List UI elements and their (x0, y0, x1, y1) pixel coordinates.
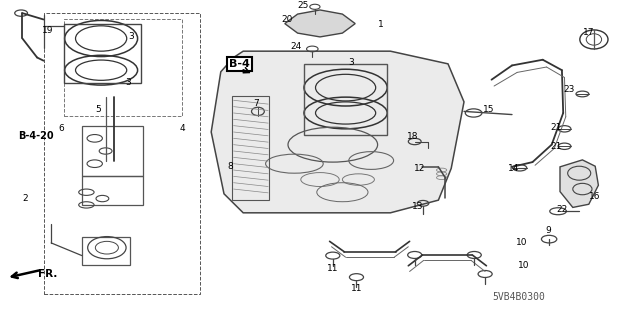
Text: 10: 10 (518, 261, 529, 270)
Text: 17: 17 (583, 28, 595, 37)
Text: 7: 7 (253, 99, 259, 108)
Text: 14: 14 (508, 164, 520, 173)
Text: 23: 23 (563, 85, 575, 94)
Text: 6: 6 (58, 124, 63, 133)
Text: 21: 21 (550, 123, 562, 132)
Text: 24: 24 (291, 42, 302, 51)
Polygon shape (285, 10, 355, 37)
Text: 8: 8 (228, 162, 233, 171)
Text: 11: 11 (351, 285, 362, 293)
Bar (82, 126, 143, 176)
Text: B-4-20: B-4-20 (18, 131, 54, 141)
Text: 5: 5 (95, 105, 100, 114)
Bar (232, 96, 269, 200)
Bar (82, 237, 130, 265)
Bar (64, 24, 141, 83)
Text: 21: 21 (550, 142, 562, 151)
Bar (44, 13, 200, 294)
Bar (64, 19, 182, 116)
Text: FR.: FR. (38, 269, 58, 279)
Text: 4: 4 (180, 124, 185, 133)
Text: 10: 10 (516, 238, 527, 248)
Text: 25: 25 (297, 1, 308, 10)
Text: 11: 11 (327, 264, 339, 273)
Text: 1: 1 (378, 20, 383, 29)
Polygon shape (211, 51, 464, 213)
Text: 5VB4B0300: 5VB4B0300 (493, 292, 546, 302)
Polygon shape (560, 160, 598, 207)
Text: 12: 12 (413, 164, 425, 173)
Bar (304, 64, 387, 135)
Text: 15: 15 (483, 105, 495, 114)
Text: 9: 9 (545, 226, 550, 235)
Text: 16: 16 (589, 192, 601, 202)
Text: 19: 19 (42, 26, 54, 35)
Text: 20: 20 (281, 15, 292, 24)
Text: 2: 2 (23, 194, 28, 203)
Text: 13: 13 (412, 202, 424, 211)
Text: B-4: B-4 (229, 59, 250, 69)
Text: 3: 3 (129, 33, 134, 41)
Text: 3: 3 (125, 78, 131, 87)
Text: 3: 3 (349, 58, 354, 67)
Text: 22: 22 (556, 205, 568, 214)
Bar (82, 176, 143, 205)
Text: 18: 18 (407, 132, 419, 141)
